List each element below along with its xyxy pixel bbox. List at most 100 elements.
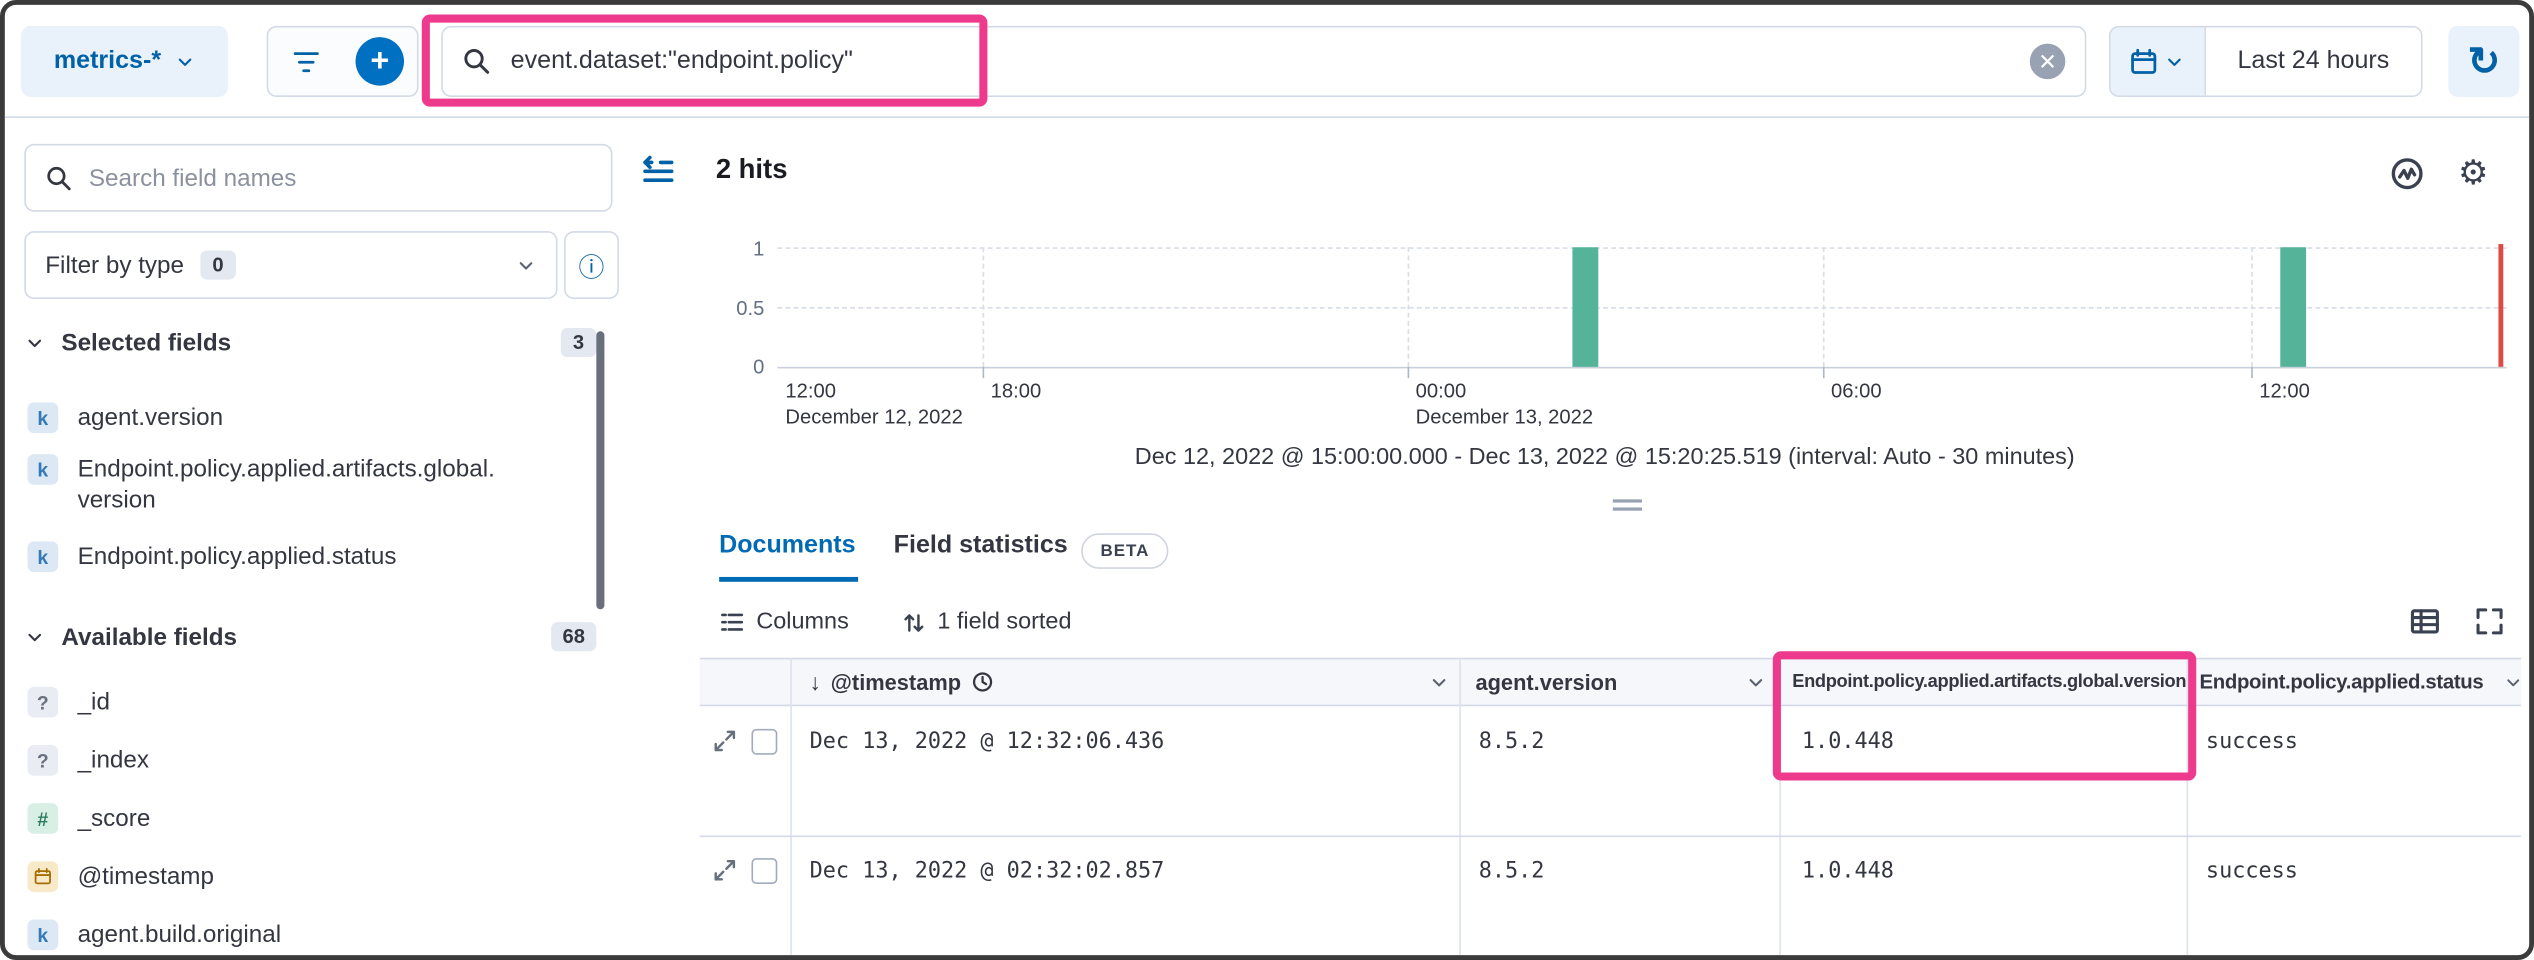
close-icon: ✕	[2038, 48, 2058, 75]
density-button[interactable]	[2410, 606, 2441, 637]
filter-by-type-count-badge: 0	[200, 250, 236, 280]
gridline	[777, 307, 2507, 309]
field-item[interactable]: @timestamp	[27, 861, 501, 893]
column-header-label: agent.version	[1475, 669, 1618, 695]
expand-row-button[interactable]	[713, 729, 737, 753]
field-search-input[interactable]	[88, 164, 592, 192]
column-header-agent-version[interactable]: agent.version	[1475, 658, 1766, 706]
filter-button[interactable]	[281, 37, 329, 85]
cell-agent-version: 8.5.2	[1478, 858, 1545, 884]
filter-by-type-label: Filter by type	[45, 251, 185, 279]
tab-documents[interactable]: Documents	[719, 531, 856, 560]
available-fields-label: Available fields	[61, 622, 238, 651]
add-filter-button[interactable]: +	[355, 37, 405, 86]
x-axis-date-label: December 12, 2022	[785, 405, 963, 429]
refresh-button[interactable]: ↻	[2448, 25, 2520, 97]
field-item[interactable]: k Endpoint.policy.applied.artifacts.glob…	[27, 454, 501, 515]
plus-icon: +	[370, 43, 390, 80]
column-divider	[1779, 657, 1781, 956]
number-field-icon: #	[27, 803, 59, 834]
selected-fields-header[interactable]: Selected fields 3	[24, 328, 597, 358]
hits-label: hits	[738, 153, 788, 185]
field-item[interactable]: ? _id	[27, 686, 501, 718]
filter-by-type-dropdown[interactable]: Filter by type 0	[24, 231, 558, 299]
field-item[interactable]: # _score	[27, 803, 501, 834]
row-checkbox[interactable]	[751, 728, 778, 755]
current-time-marker	[2498, 244, 2504, 367]
calendar-icon	[34, 868, 51, 885]
date-picker-button[interactable]	[2110, 27, 2205, 96]
field-name: @timestamp	[77, 862, 215, 891]
histogram-bar	[2280, 247, 2307, 367]
date-field-icon	[27, 861, 59, 893]
time-range-button[interactable]: Last 24 hours	[2204, 27, 2421, 96]
column-header-global-version[interactable]: Endpoint.policy.applied.artifacts.global…	[1792, 658, 2186, 706]
chart-caption: Dec 12, 2022 @ 15:00:00.000 - Dec 13, 20…	[1134, 444, 2075, 471]
columns-button[interactable]: Columns	[719, 609, 849, 635]
keyword-field-icon: k	[27, 919, 59, 951]
sort-icon	[904, 613, 924, 631]
expand-row-button[interactable]	[713, 858, 737, 882]
fullscreen-button[interactable]	[2474, 606, 2505, 637]
field-name: Endpoint.policy.applied.status	[77, 542, 397, 571]
unknown-field-icon: ?	[27, 686, 59, 718]
chart-settings-button[interactable]: ⚙	[2458, 154, 2488, 194]
search-icon	[47, 166, 71, 190]
chart-resize-handle[interactable]	[1612, 499, 1642, 511]
sorted-label: 1 field sorted	[937, 609, 1072, 636]
table-header-row	[699, 657, 2522, 707]
columns-label: Columns	[756, 609, 849, 636]
x-axis-tick-label: 06:00	[1831, 379, 1882, 403]
data-view-label: metrics-*	[53, 46, 162, 75]
beta-badge: BETA	[1081, 533, 1169, 569]
field-item[interactable]: k Endpoint.policy.applied.status	[27, 541, 501, 573]
axis-tick	[2251, 366, 2253, 379]
chevron-down-icon	[178, 57, 191, 66]
histogram-bar	[1572, 247, 1599, 367]
collapse-sidebar-button[interactable]	[638, 154, 674, 190]
column-header-status[interactable]: Endpoint.policy.applied.status	[2199, 658, 2522, 706]
chart-options-button[interactable]	[2390, 157, 2424, 191]
cell-status: success	[2205, 858, 2298, 884]
chevron-down-icon	[2506, 678, 2519, 686]
fullscreen-icon	[2476, 608, 2503, 635]
clock-icon	[972, 672, 992, 692]
row-checkbox[interactable]	[751, 858, 778, 884]
sort-desc-icon: ↓	[809, 669, 821, 695]
columns-icon	[721, 613, 744, 631]
field-search	[24, 143, 613, 212]
gridline	[1822, 247, 1825, 367]
column-divider	[1459, 657, 1461, 956]
column-header-timestamp[interactable]: ↓ @timestamp	[810, 658, 1450, 706]
chevron-down-icon	[1749, 678, 1763, 686]
column-header-label: @timestamp	[830, 669, 962, 695]
query-input[interactable]	[510, 46, 2011, 76]
tab-field-statistics[interactable]: Field statistics	[893, 531, 1068, 560]
y-axis-tick-label: 0	[753, 355, 765, 379]
field-name: _score	[77, 804, 151, 833]
info-icon: ⓘ	[578, 255, 605, 283]
column-divider	[790, 657, 792, 956]
x-axis-tick-label: 12:00	[2259, 379, 2310, 403]
axis-tick	[1407, 366, 1410, 379]
available-fields-header[interactable]: Available fields 68	[24, 622, 597, 652]
keyword-field-icon: k	[27, 402, 59, 434]
search-icon	[464, 49, 490, 74]
column-header-label: Endpoint.policy.applied.artifacts.global…	[1792, 672, 2187, 692]
field-item[interactable]: k agent.build.original	[27, 919, 501, 951]
y-axis-tick-label: 0.5	[736, 297, 765, 320]
field-item[interactable]: k agent.version	[27, 402, 501, 434]
active-tab-indicator	[719, 576, 859, 582]
clear-query-button[interactable]: ✕	[2029, 43, 2066, 80]
sort-fields-button[interactable]: 1 field sorted	[902, 609, 1072, 635]
field-item[interactable]: ? _index	[27, 745, 501, 776]
chevron-down-icon	[28, 633, 42, 641]
x-axis-line	[777, 366, 2507, 369]
data-view-selector[interactable]: metrics-*	[21, 25, 228, 97]
field-name: agent.build.original	[77, 921, 282, 949]
cell-timestamp: Dec 13, 2022 @ 12:32:06.436	[809, 728, 1165, 755]
selected-fields-label: Selected fields	[61, 328, 232, 357]
field-types-info-button[interactable]: ⓘ	[564, 231, 619, 299]
sidebar-scrollbar[interactable]	[596, 331, 605, 610]
